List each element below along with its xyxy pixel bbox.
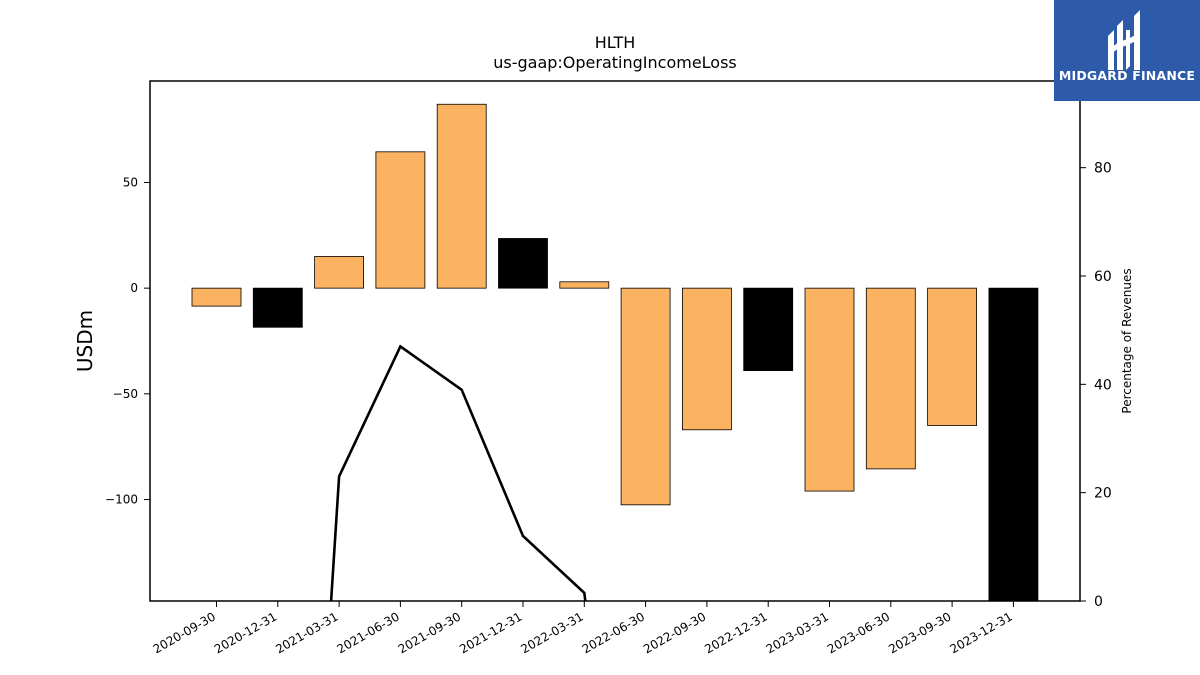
plot-frame bbox=[149, 80, 1081, 602]
x-tick-label: 2022-12-31 bbox=[702, 609, 769, 656]
bar-2022-03-31 bbox=[559, 281, 610, 289]
x-tick-label: 2023-03-31 bbox=[764, 609, 831, 656]
bars-layer bbox=[191, 103, 1039, 602]
x-tick-label: 2023-06-30 bbox=[825, 609, 892, 656]
logo-mark-icon bbox=[1108, 10, 1140, 70]
x-tick-label: 2023-09-30 bbox=[886, 609, 953, 656]
x-tick-label: 2022-03-31 bbox=[518, 609, 585, 656]
bar-2021-06-30 bbox=[375, 151, 426, 289]
x-tick-label: 2020-12-31 bbox=[212, 609, 279, 656]
y2-tick-label: 0 bbox=[1094, 594, 1103, 610]
line-layer bbox=[329, 344, 587, 602]
x-tick-label: 2022-06-30 bbox=[580, 609, 647, 656]
bar-2022-06-30 bbox=[620, 287, 671, 506]
chart-subtitle: us-gaap:OperatingIncomeLoss bbox=[493, 53, 737, 72]
bar-2021-12-31 bbox=[498, 238, 548, 289]
y2-tick-label: 80 bbox=[1094, 161, 1112, 177]
y-tick-label: −50 bbox=[113, 387, 138, 401]
y2-tick-label: 60 bbox=[1094, 269, 1112, 285]
bar-2023-09-30 bbox=[927, 287, 977, 426]
chart-title: HLTH bbox=[595, 33, 636, 52]
bar-2021-03-31 bbox=[314, 256, 365, 289]
bar-2021-09-30 bbox=[436, 103, 487, 289]
y-tick-label: 50 bbox=[123, 175, 138, 189]
bar-2023-06-30 bbox=[865, 287, 916, 470]
y2-tick-label: 20 bbox=[1094, 486, 1112, 502]
x-tick-label: 2020-09-30 bbox=[151, 609, 218, 656]
percentage-line bbox=[329, 344, 587, 602]
bar-2020-12-31 bbox=[252, 287, 303, 328]
midgard-finance-logo: MIDGARD FINANCE bbox=[1054, 0, 1200, 101]
bar-2020-09-30 bbox=[191, 287, 242, 307]
x-tick-label: 2021-12-31 bbox=[457, 609, 524, 656]
y-tick-label: −100 bbox=[105, 493, 138, 507]
y-axis-label: USDm bbox=[73, 310, 97, 372]
x-tick-label: 2021-09-30 bbox=[396, 609, 463, 656]
logo-background bbox=[1054, 0, 1200, 101]
logo-text: MIDGARD FINANCE bbox=[1058, 68, 1196, 83]
bar-2022-09-30 bbox=[682, 287, 732, 431]
bar-2023-03-31 bbox=[804, 287, 855, 492]
bar-2023-12-31 bbox=[988, 287, 1039, 602]
x-tick-label: 2023-12-31 bbox=[947, 609, 1014, 656]
y2-axis-label: Percentage of Revenues bbox=[1120, 268, 1134, 413]
y-tick-label: 0 bbox=[130, 281, 138, 295]
y2-tick-label: 40 bbox=[1094, 377, 1112, 393]
x-tick-label: 2021-03-31 bbox=[273, 609, 340, 656]
x-tick-label: 2022-09-30 bbox=[641, 609, 708, 656]
x-tick-label: 2021-06-30 bbox=[334, 609, 401, 656]
bar-2022-12-31 bbox=[743, 287, 794, 371]
